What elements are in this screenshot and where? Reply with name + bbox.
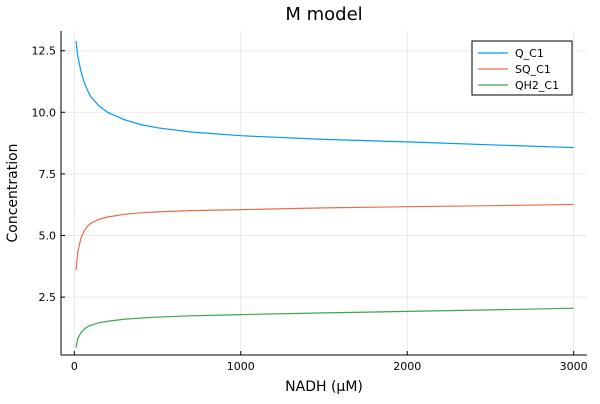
y-axis-title: Concentration [5,143,21,242]
legend: Q_C1 SQ_C1 QH2_C1 [471,40,573,96]
chart-title: M model [285,4,362,25]
x-tick-label: 0 [71,360,78,373]
series-line-sq-c1 [75,203,574,271]
legend-label: Q_C1 [515,47,544,60]
y-tick-label: 10.0 [32,106,57,119]
y-tick-label: 7.5 [39,168,57,181]
axes [60,31,587,356]
x-tick-label: 3000 [560,360,588,373]
y-tick-label: 12.5 [32,45,57,58]
y-tick-label: 5.0 [39,230,57,243]
legend-label: SQ_C1 [515,63,551,76]
y-tick-label: 2.5 [39,291,57,304]
series-lines [75,40,574,348]
series-line-q-c1 [75,40,574,149]
legend-box [471,40,573,96]
x-axis-title: NADH (μM) [285,379,363,395]
tick-labels: 0 1000 2000 3000 2.5 5.0 7.5 10.0 12.5 [32,45,588,373]
x-tick-label: 1000 [227,360,255,373]
series-line-qh2-c1 [75,307,574,348]
x-tick-label: 2000 [393,360,421,373]
legend-label: QH2_C1 [515,79,559,92]
